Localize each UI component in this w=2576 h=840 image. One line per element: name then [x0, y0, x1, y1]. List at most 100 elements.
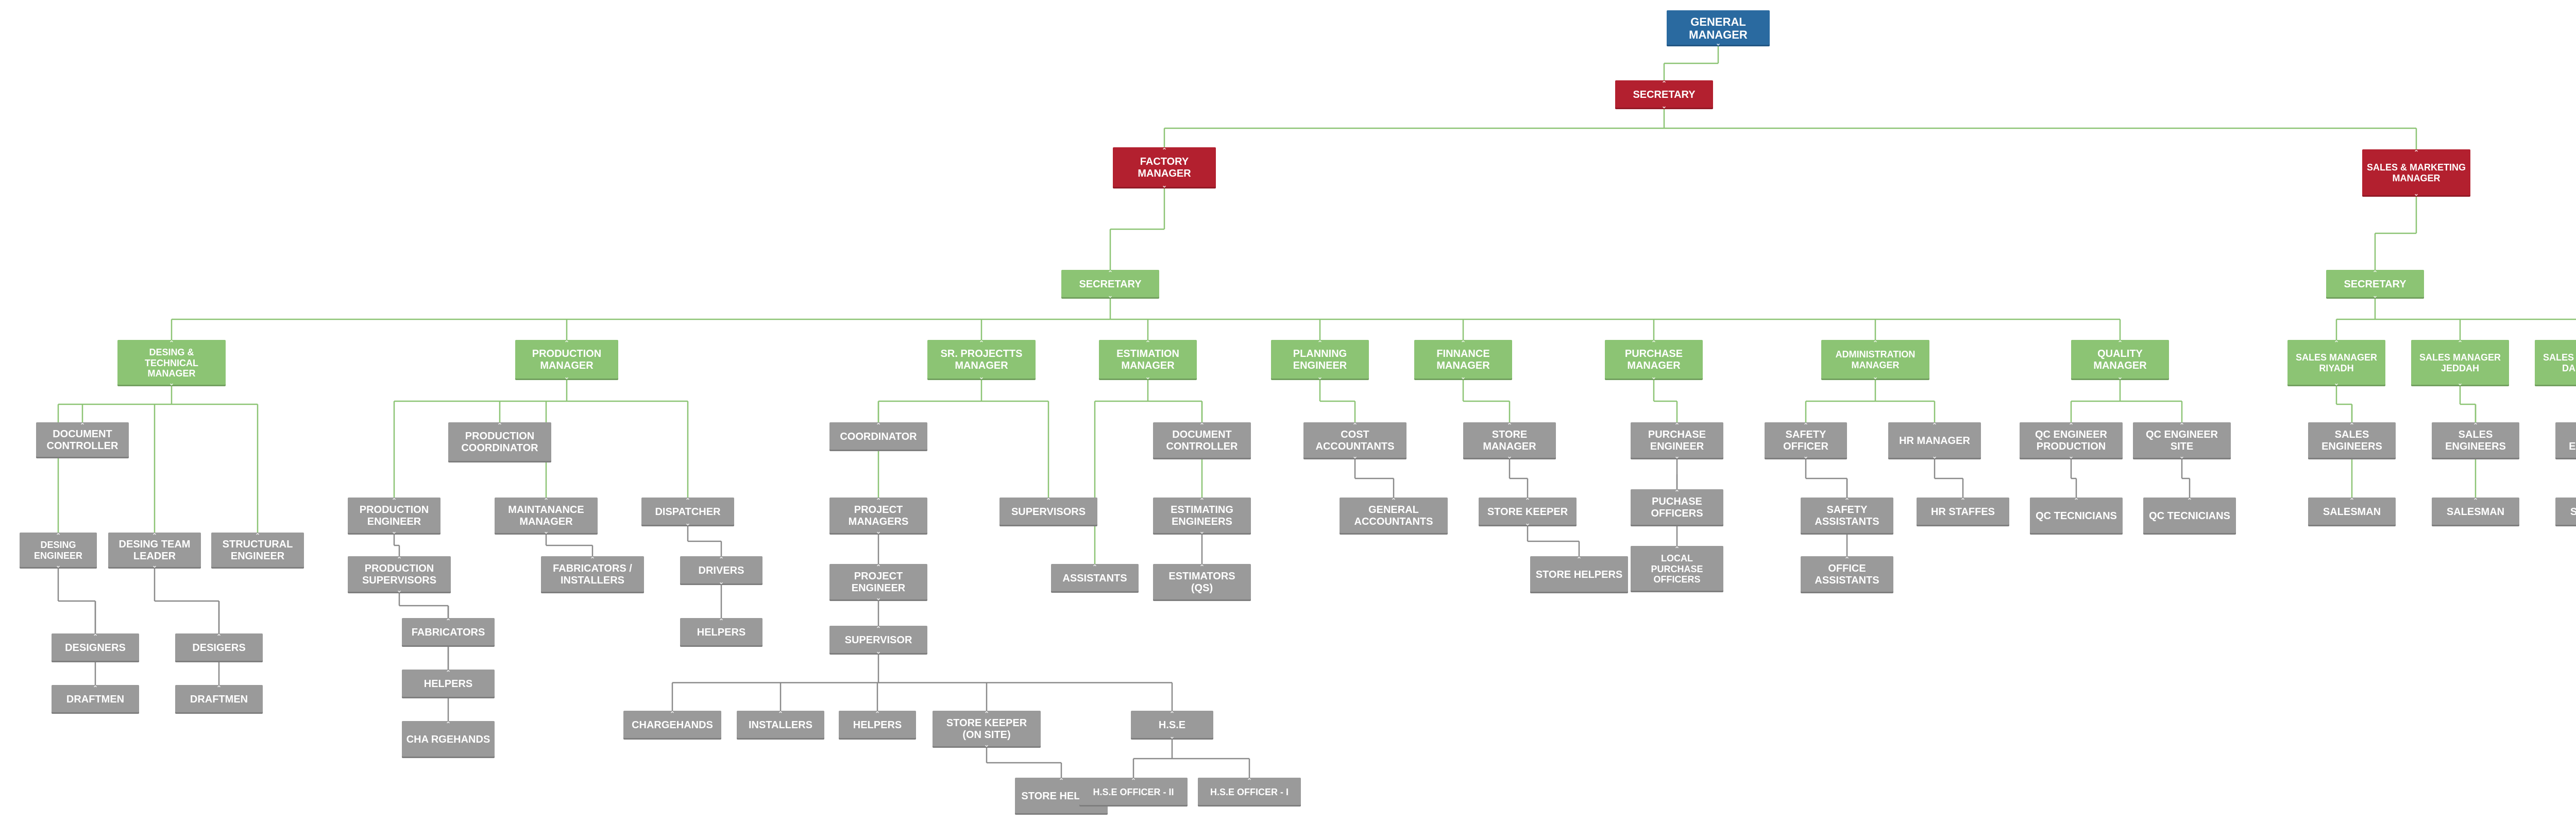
org-node-label: SALES MANAGER DAMMAM: [2539, 352, 2576, 373]
org-node-so[interactable]: SAFETY OFFICER⌃⌄: [1765, 422, 1847, 459]
expand-icon: ⌄: [874, 648, 883, 655]
org-node-docctl[interactable]: DOCUMENT CONTROLLER⌃: [36, 422, 129, 458]
org-node-label: PROJECT MANAGERS: [834, 504, 923, 528]
org-node-prodsup[interactable]: PRODUCTION SUPERVISORS⌃⌄: [348, 556, 451, 593]
org-node-maint[interactable]: MAINTANANCE MANAGER⌃⌄: [495, 498, 598, 535]
org-node-plan[interactable]: PLANNING ENGINEER⌃⌄: [1271, 340, 1369, 380]
expand-icon: ⌄: [982, 741, 991, 748]
org-node-fact_sec[interactable]: SECRETARY⌃⌄: [1061, 270, 1159, 299]
org-node-estm[interactable]: ESTIMATION MANAGER⌃⌄: [1099, 340, 1197, 380]
org-node-designers2[interactable]: DESIGERS⌃: [175, 633, 263, 662]
org-node-prodm[interactable]: PRODUCTION MANAGER⌃⌄: [515, 340, 618, 380]
org-node-oa[interactable]: OFFICE ASSISTANTS⌃: [1801, 556, 1893, 593]
org-node-label: STORE HELPERS: [1536, 569, 1623, 581]
org-node-slj[interactable]: SALESMAN⌃: [2432, 498, 2519, 526]
org-node-prodcoord[interactable]: PRODUCTION COORDINATOR⌃: [448, 422, 551, 462]
org-node-sej[interactable]: SALES ENGINEERS⌃: [2432, 422, 2519, 459]
expand-icon: ⌄: [1459, 373, 1468, 381]
org-node-qm[interactable]: QUALITY MANAGER⌃⌄: [2071, 340, 2169, 380]
org-node-ser[interactable]: SALES ENGINEERS⌃: [2308, 422, 2396, 459]
org-node-finm[interactable]: FINNANCE MANAGER⌃⌄: [1414, 340, 1512, 380]
org-node-label: FACTORY MANAGER: [1117, 156, 1212, 180]
org-node-fabinst[interactable]: FABRICATORS / INSTALLERS⌃: [541, 556, 644, 593]
org-node-label: DISPATCHER: [655, 506, 720, 518]
org-node-drv[interactable]: DRIVERS⌃⌄: [680, 556, 762, 585]
org-node-docctl2[interactable]: DOCUMENT CONTROLLER⌃: [1153, 422, 1251, 459]
org-node-skos[interactable]: STORE KEEPER (ON SITE)⌃⌄: [933, 711, 1041, 748]
org-node-label: ESTIMATION MANAGER: [1103, 348, 1193, 372]
org-node-help_d[interactable]: HELPERS⌃: [680, 618, 762, 647]
expand-icon: ⌄: [1106, 292, 1115, 299]
org-node-hse2[interactable]: H.S.E OFFICER - II⌃: [1079, 778, 1188, 807]
org-node-help_s[interactable]: HELPERS⌃: [839, 711, 916, 740]
expand-icon: ⌄: [395, 587, 404, 594]
org-node-hse1[interactable]: H.S.E OFFICER - I⌃: [1198, 778, 1301, 807]
org-node-assist[interactable]: ASSISTANTS⌃: [1051, 564, 1139, 593]
org-node-qct1[interactable]: QC TECNICIANS⌃: [2030, 498, 2123, 535]
org-node-costacc[interactable]: COST ACCOUNTANTS⌃⌄: [1303, 422, 1406, 459]
org-node-genacc[interactable]: GENERAL ACCOUNTANTS⌃: [1340, 498, 1448, 535]
org-node-sec[interactable]: SECRETARY⌃⌄: [1615, 80, 1713, 109]
org-node-draft2[interactable]: DRAFTMEN⌃: [175, 685, 263, 714]
org-node-admm[interactable]: ADMINISTRATION MANAGER⌃⌄: [1821, 340, 1929, 380]
org-node-smm[interactable]: SALES & MARKETING MANAGER⌃⌄: [2362, 149, 2470, 197]
expand-icon: ⌄: [874, 594, 883, 602]
org-node-supv[interactable]: SUPERVISOR⌃⌄: [829, 626, 927, 655]
org-node-dtm[interactable]: DESING & TECHNICAL MANAGER⌃⌄: [117, 340, 226, 386]
org-node-disp[interactable]: DISPATCHER⌃⌄: [641, 498, 734, 526]
org-node-sa[interactable]: SAFETY ASSISTANTS⌃: [1801, 498, 1893, 535]
org-node-pe[interactable]: PURCHASE ENGINEER⌃⌄: [1631, 422, 1723, 459]
org-node-designers1[interactable]: DESIGNERS⌃: [52, 633, 139, 662]
org-node-esteng[interactable]: ESTIMATING ENGINEERS⌃⌄: [1153, 498, 1251, 535]
org-node-qcep[interactable]: QC ENGINEER PRODUCTION⌃⌄: [2020, 422, 2123, 459]
org-node-supers[interactable]: SUPERVISORS⌃: [999, 498, 1097, 526]
org-node-peng[interactable]: PROJECT ENGINEER⌃⌄: [829, 564, 927, 601]
org-node-hse[interactable]: H.S.E⌃⌄: [1131, 711, 1213, 740]
org-node-smj[interactable]: SALES MANAGER JEDDAH⌃⌄: [2411, 340, 2509, 386]
org-node-purm[interactable]: PURCHASE MANAGER⌃⌄: [1605, 340, 1703, 380]
expand-icon: ⌄: [1871, 373, 1880, 381]
collapse-icon: ⌃: [1197, 563, 1207, 571]
org-node-srpm[interactable]: SR. PROJECTTS MANAGER⌃⌄: [927, 340, 1036, 380]
org-node-label: DESING & TECHNICAL MANAGER: [122, 347, 222, 379]
org-node-hrs[interactable]: HR STAFFES⌃: [1917, 498, 2009, 526]
collapse-icon: ⌃: [2185, 497, 2194, 504]
org-node-coord[interactable]: COORDINATOR⌃: [829, 422, 927, 451]
org-node-streng[interactable]: STRUCTURAL ENGINEER⌃: [211, 533, 304, 569]
org-node-po[interactable]: PUCHASE OFFICERS⌃: [1631, 489, 1723, 526]
org-node-dtl[interactable]: DESING TEAM LEADER⌃⌄: [108, 533, 201, 569]
collapse-icon: ⌃: [717, 556, 726, 563]
org-node-sed[interactable]: SALES ENGINEERS⌃: [2555, 422, 2576, 459]
org-node-deseng[interactable]: DESING ENGINEER⌃⌄: [20, 533, 97, 569]
org-node-prodeng[interactable]: PRODUCTION ENGINEER⌃⌄: [348, 498, 440, 535]
org-node-qct2[interactable]: QC TECNICIANS⌃: [2143, 498, 2236, 535]
collapse-icon: ⌃: [1574, 556, 1584, 563]
org-node-sld[interactable]: SALESMAN⌃: [2555, 498, 2576, 526]
org-node-draft1[interactable]: DRAFTMEN⌃: [52, 685, 139, 714]
org-node-pmgr[interactable]: PROJECT MANAGERS⌃⌄: [829, 498, 927, 535]
org-node-smr[interactable]: SALES MANAGER RIYADH⌃⌄: [2287, 340, 2385, 386]
org-node-label: HR MANAGER: [1899, 435, 1970, 447]
org-node-charge[interactable]: CHARGEHANDS⌃: [623, 711, 721, 740]
org-node-estqs[interactable]: ESTIMATORS (QS)⌃: [1153, 564, 1251, 601]
org-node-lpo[interactable]: LOCAL PURCHASE OFFICERS⌃: [1631, 546, 1723, 592]
org-node-label: FINNANCE MANAGER: [1418, 348, 1508, 372]
org-node-label: SECRETARY: [2344, 279, 2406, 290]
org-node-sh[interactable]: STORE HELPERS ⌃: [1530, 556, 1628, 593]
org-node-sm[interactable]: STORE MANAGER⌃⌄: [1463, 422, 1556, 459]
org-node-qces[interactable]: QC ENGINEER SITE⌃⌄: [2133, 422, 2231, 459]
collapse-icon: ⌃: [717, 618, 726, 625]
org-node-charge_p[interactable]: CHA RGEHANDS⌃: [402, 721, 495, 758]
org-node-hrm[interactable]: HR MANAGER⌃⌄: [1888, 422, 1981, 459]
org-node-gm[interactable]: GENERAL MANAGER⌄: [1667, 10, 1770, 46]
org-node-inst[interactable]: INSTALLERS⌃: [737, 711, 824, 740]
org-node-help_p[interactable]: HELPERS⌃: [402, 670, 495, 698]
collapse-icon: ⌃: [1197, 497, 1207, 504]
org-node-fab[interactable]: FABRICATORS⌃: [402, 618, 495, 647]
org-node-smd[interactable]: SALES MANAGER DAMMAM⌃⌄: [2535, 340, 2576, 386]
org-node-fact[interactable]: FACTORY MANAGER⌃⌄: [1113, 147, 1216, 188]
org-node-smm_sec[interactable]: SECRETARY⌃⌄: [2326, 270, 2424, 299]
org-node-sk[interactable]: STORE KEEPER⌃⌄: [1479, 498, 1577, 526]
expand-icon: ⌄: [1160, 182, 1169, 189]
org-node-slr[interactable]: SALESMAN⌃: [2308, 498, 2396, 526]
